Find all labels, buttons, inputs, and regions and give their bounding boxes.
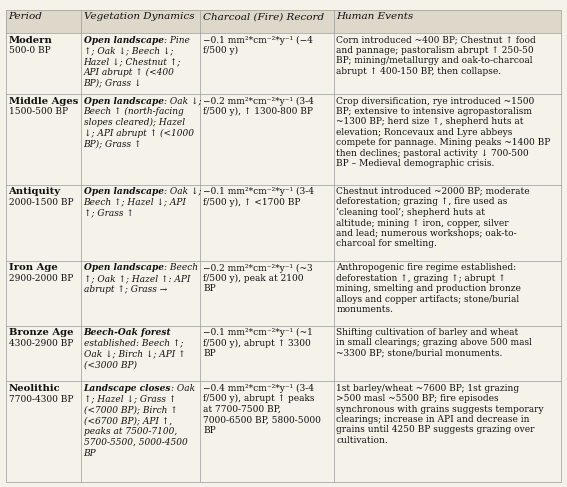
Text: : Pine: : Pine xyxy=(163,36,189,44)
Bar xyxy=(200,94,333,185)
Bar xyxy=(6,33,81,94)
Text: −0.1 mm²*cm⁻²*y⁻¹ (−4
f/500 y): −0.1 mm²*cm⁻²*y⁻¹ (−4 f/500 y) xyxy=(203,36,313,55)
Text: Corn introduced ~400 BP; Chestnut ↑ food
and pannage; pastoralism abrupt ↑ 250-5: Corn introduced ~400 BP; Chestnut ↑ food… xyxy=(336,36,536,76)
Text: 1500-500 BP: 1500-500 BP xyxy=(9,107,67,116)
Text: Open landscape: Open landscape xyxy=(83,263,163,272)
Bar xyxy=(6,261,81,326)
Text: (<7000 BP); Birch ↑: (<7000 BP); Birch ↑ xyxy=(83,406,177,414)
Text: Hazel ↓; Chestnut ↑;: Hazel ↓; Chestnut ↑; xyxy=(83,57,181,66)
Text: Iron Age: Iron Age xyxy=(9,263,57,272)
Text: peaks at 7500-7100,: peaks at 7500-7100, xyxy=(83,427,177,436)
Text: Charcoal (Fire) Record: Charcoal (Fire) Record xyxy=(203,12,324,21)
Text: BP); Grass ↑: BP); Grass ↑ xyxy=(83,140,142,149)
Text: : Oak: : Oak xyxy=(171,384,195,393)
Text: Beech ↑ (north-facing: Beech ↑ (north-facing xyxy=(83,107,184,116)
Bar xyxy=(333,33,561,94)
Bar xyxy=(81,326,200,381)
Bar xyxy=(6,10,81,33)
Text: Chestnut introduced ~2000 BP; moderate
deforestation; grazing ↑, fire used as
‘c: Chestnut introduced ~2000 BP; moderate d… xyxy=(336,187,530,248)
Text: Neolithic: Neolithic xyxy=(9,384,60,393)
Bar xyxy=(6,185,81,261)
Text: −0.1 mm²*cm⁻²*y⁻¹ (~1
f/500 y), abrupt ↑ 3300
BP: −0.1 mm²*cm⁻²*y⁻¹ (~1 f/500 y), abrupt ↑… xyxy=(203,328,313,358)
Text: 500-0 BP: 500-0 BP xyxy=(9,46,50,56)
Text: Open landscape: Open landscape xyxy=(83,36,163,44)
Bar xyxy=(200,261,333,326)
Bar xyxy=(81,185,200,261)
Text: abrupt ↑; Grass →: abrupt ↑; Grass → xyxy=(83,285,167,294)
Text: Period: Period xyxy=(9,12,43,21)
Text: established: Beech ↑;: established: Beech ↑; xyxy=(83,339,183,348)
Text: 7700-4300 BP: 7700-4300 BP xyxy=(9,394,73,404)
Text: BP: BP xyxy=(83,449,96,458)
Text: −0.2 mm²*cm⁻²*y⁻¹ (3-4
f/500 y), ↑ 1300-800 BP: −0.2 mm²*cm⁻²*y⁻¹ (3-4 f/500 y), ↑ 1300-… xyxy=(203,96,314,116)
Bar xyxy=(81,94,200,185)
Bar xyxy=(333,94,561,185)
Text: −0.1 mm²*cm⁻²*y⁻¹ (3-4
f/500 y), ↑ <1700 BP: −0.1 mm²*cm⁻²*y⁻¹ (3-4 f/500 y), ↑ <1700… xyxy=(203,187,314,206)
Bar xyxy=(333,185,561,261)
Text: slopes cleared); Hazel: slopes cleared); Hazel xyxy=(83,118,185,127)
Text: ↑; Grass ↑: ↑; Grass ↑ xyxy=(83,208,133,218)
Bar xyxy=(6,381,81,482)
Bar xyxy=(81,261,200,326)
Text: Crop diversification, rye introduced ~1500
BP; extensive to intensive agropastor: Crop diversification, rye introduced ~15… xyxy=(336,96,551,168)
Text: Middle Ages: Middle Ages xyxy=(9,96,78,106)
Text: Human Events: Human Events xyxy=(336,12,413,21)
Bar xyxy=(200,185,333,261)
Text: Beech-Oak forest: Beech-Oak forest xyxy=(83,328,171,337)
Text: −0.4 mm²*cm⁻²*y⁻¹ (3-4
f/500 y), abrupt ↑ peaks
at 7700-7500 BP,
7000-6500 BP, 5: −0.4 mm²*cm⁻²*y⁻¹ (3-4 f/500 y), abrupt … xyxy=(203,384,321,435)
Text: ↑; Oak ↑; Hazel ↑: API: ↑; Oak ↑; Hazel ↑: API xyxy=(83,274,190,283)
Bar xyxy=(6,94,81,185)
Text: ↑; Oak ↓; Beech ↓;: ↑; Oak ↓; Beech ↓; xyxy=(83,46,173,56)
Bar xyxy=(200,326,333,381)
Text: Open landscape: Open landscape xyxy=(83,187,163,196)
Text: −0.2 mm²*cm⁻²*y⁻¹ (~3
f/500 y), peak at 2100
BP: −0.2 mm²*cm⁻²*y⁻¹ (~3 f/500 y), peak at … xyxy=(203,263,312,294)
Text: BP); Grass ↓: BP); Grass ↓ xyxy=(83,79,142,88)
Text: (<3000 BP): (<3000 BP) xyxy=(83,360,137,370)
Bar xyxy=(6,326,81,381)
Text: ↑; Hazel ↓; Grass ↑: ↑; Hazel ↓; Grass ↑ xyxy=(83,394,176,404)
Text: Vegetation Dynamics: Vegetation Dynamics xyxy=(83,12,194,21)
Text: Beech ↑; Hazel ↓; API: Beech ↑; Hazel ↓; API xyxy=(83,198,187,207)
Text: : Oak ↓;: : Oak ↓; xyxy=(163,187,201,196)
Bar xyxy=(200,33,333,94)
Bar xyxy=(81,10,200,33)
Text: Antiquity: Antiquity xyxy=(9,187,61,196)
Bar xyxy=(81,33,200,94)
Bar xyxy=(333,261,561,326)
Bar xyxy=(81,381,200,482)
Text: Anthropogenic fire regime established:
deforestation ↑, grazing ↑; abrupt ↑
mini: Anthropogenic fire regime established: d… xyxy=(336,263,521,314)
Text: Shifting cultivation of barley and wheat
in small clearings; grazing above 500 m: Shifting cultivation of barley and wheat… xyxy=(336,328,532,358)
Text: : Beech: : Beech xyxy=(163,263,197,272)
Text: 2900-2000 BP: 2900-2000 BP xyxy=(9,274,73,283)
Bar xyxy=(333,326,561,381)
Text: Landscape closes: Landscape closes xyxy=(83,384,171,393)
Text: ↓; API abrupt ↑ (<1000: ↓; API abrupt ↑ (<1000 xyxy=(83,129,193,138)
Text: Bronze Age: Bronze Age xyxy=(9,328,73,337)
Text: : Oak ↓;: : Oak ↓; xyxy=(163,96,201,106)
Text: API abrupt ↑ (<400: API abrupt ↑ (<400 xyxy=(83,68,175,77)
Bar xyxy=(333,10,561,33)
Text: 5700-5500, 5000-4500: 5700-5500, 5000-4500 xyxy=(83,438,187,447)
Text: (<6700 BP); API ↑,: (<6700 BP); API ↑, xyxy=(83,416,172,425)
Text: Open landscape: Open landscape xyxy=(83,96,163,106)
Text: Oak ↓; Birch ↓; API ↑: Oak ↓; Birch ↓; API ↑ xyxy=(83,350,185,358)
Text: 1st barley/wheat ~7600 BP; 1st grazing
>500 masl ~5500 BP; fire episodes
synchro: 1st barley/wheat ~7600 BP; 1st grazing >… xyxy=(336,384,544,445)
Text: 4300-2900 BP: 4300-2900 BP xyxy=(9,339,73,348)
Text: 2000-1500 BP: 2000-1500 BP xyxy=(9,198,73,207)
Bar xyxy=(200,10,333,33)
Bar xyxy=(333,381,561,482)
Bar xyxy=(200,381,333,482)
Text: Modern: Modern xyxy=(9,36,52,44)
